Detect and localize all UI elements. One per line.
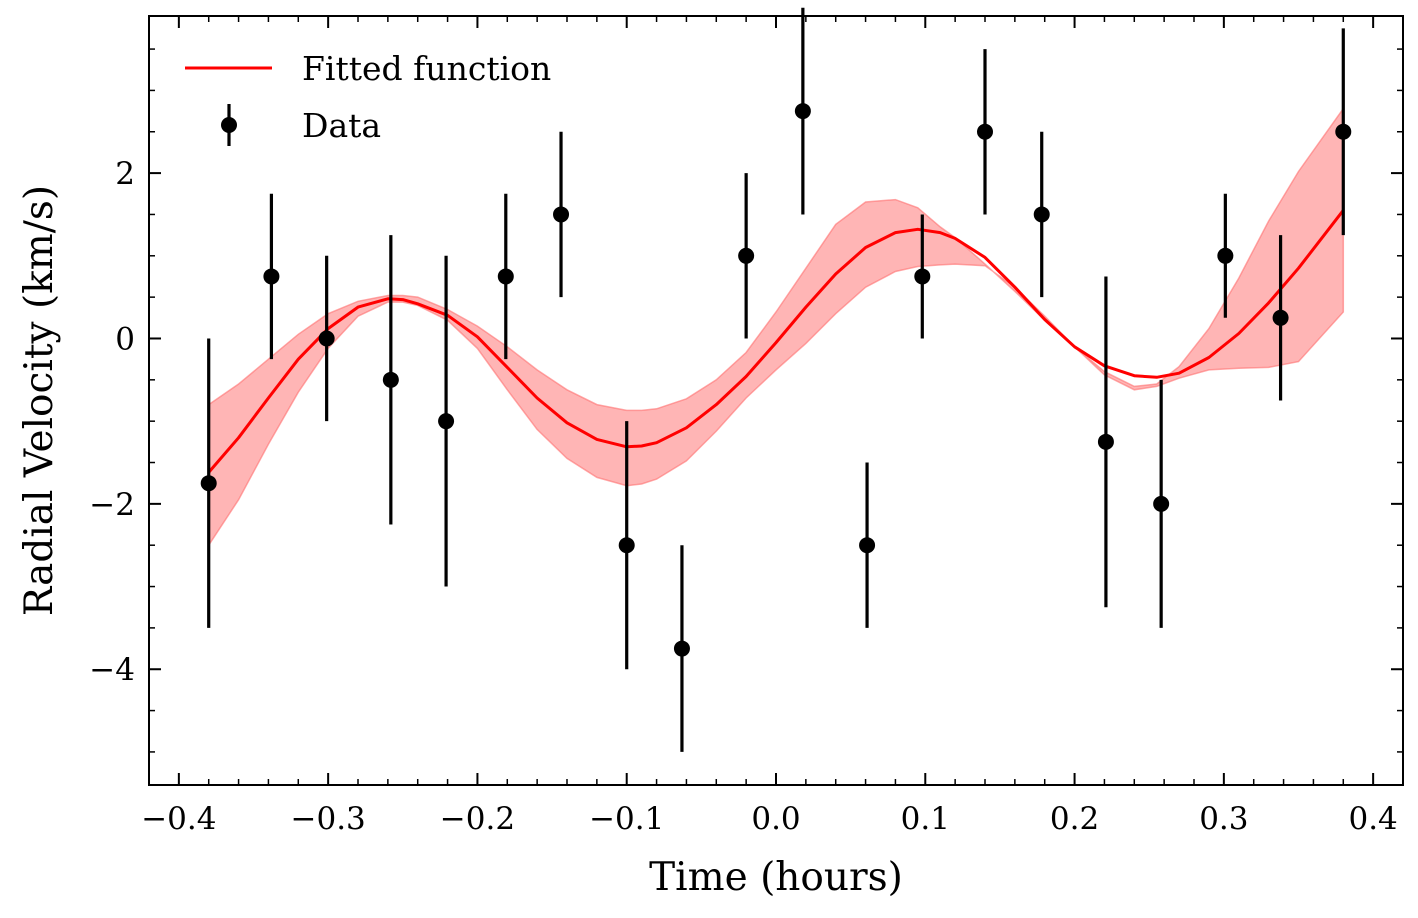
x-tick-label: −0.1 (589, 801, 664, 837)
data-marker (318, 330, 335, 347)
data-point (263, 193, 280, 360)
data-marker (794, 103, 811, 120)
data-point (618, 421, 635, 670)
x-tick-label: 0.1 (901, 801, 950, 837)
data-point (200, 338, 217, 628)
data-marker (1335, 123, 1352, 140)
x-tick-label: −0.4 (141, 801, 216, 837)
legend-data-marker (221, 117, 237, 133)
data-point (382, 235, 399, 525)
data-marker (1153, 495, 1170, 512)
data-point (1217, 193, 1234, 318)
data-point (553, 131, 570, 298)
y-tick-label: 2 (115, 156, 135, 192)
data-point (859, 462, 876, 628)
data-marker (1217, 247, 1234, 264)
data-point (497, 193, 514, 360)
legend-fit-label: Fitted function (302, 49, 551, 88)
axes-frame (148, 15, 1404, 786)
y-tick-label: −4 (89, 652, 135, 688)
data-point (977, 49, 993, 215)
x-tick-label: 0.0 (751, 801, 800, 837)
data-marker (977, 123, 993, 140)
data-marker (200, 475, 217, 492)
legend-data-label: Data (302, 106, 381, 145)
data-point (794, 7, 811, 215)
data-marker (859, 537, 876, 554)
x-axis-label: Time (hours) (649, 855, 903, 900)
data-marker (1272, 309, 1289, 326)
data-point (1335, 28, 1352, 236)
x-tick-label: −0.3 (291, 801, 366, 837)
y-tick-label: −2 (89, 487, 135, 523)
data-marker (618, 537, 635, 554)
data-marker (738, 247, 755, 264)
data-marker (914, 268, 931, 285)
data-point (1153, 379, 1170, 628)
y-axis-label: Radial Velocity (km/s) (17, 185, 62, 616)
data-point (1033, 131, 1050, 298)
data-point (1097, 276, 1114, 608)
data-point (318, 255, 335, 422)
data-marker (263, 268, 280, 285)
tick-labels: −0.4 −0.3 −0.2 −0.1 0.0 0.1 0.2 0.3 0.4 −4 −2 0 2 (89, 156, 1398, 837)
data-marker (1097, 433, 1114, 450)
data-marker (673, 640, 690, 657)
data-point (673, 545, 690, 752)
fitted-function-line (207, 209, 1345, 474)
data-point (438, 255, 455, 587)
x-tick-label: −0.2 (440, 801, 515, 837)
data-marker (497, 268, 514, 285)
confidence-band (207, 106, 1345, 548)
x-tick-label: 0.3 (1199, 801, 1248, 837)
data-marker (382, 371, 399, 388)
data-point (738, 173, 755, 339)
plot-area (200, 7, 1352, 752)
x-tick-label: 0.2 (1050, 801, 1099, 837)
data-marker (553, 206, 570, 223)
y-tick-label: 0 (115, 321, 135, 357)
data-point (1272, 235, 1289, 401)
x-tick-label: 0.4 (1348, 801, 1397, 837)
legend: Fitted function Data (185, 49, 551, 146)
data-marker (1033, 206, 1050, 223)
data-marker (438, 413, 455, 430)
data-point (914, 214, 931, 339)
